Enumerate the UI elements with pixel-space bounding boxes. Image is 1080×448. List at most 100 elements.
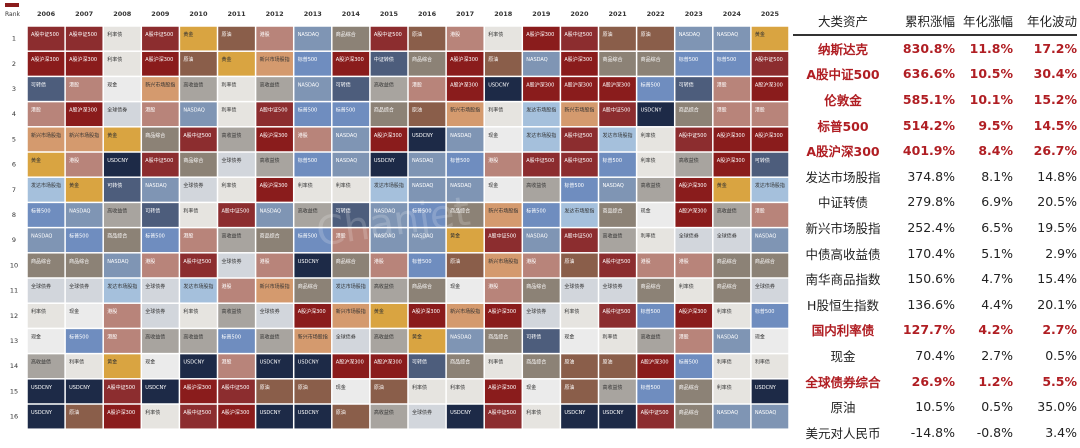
heatmap-cell-label: 利率债 bbox=[412, 384, 427, 391]
heatmap-cell-label: A股中证500 bbox=[488, 233, 516, 240]
annual-return: 6.5% bbox=[955, 214, 1013, 241]
heatmap-cell-label: 标普500 bbox=[679, 359, 699, 366]
heatmap-cell bbox=[256, 152, 293, 177]
asset-name: A股沪深300 bbox=[793, 137, 893, 164]
heatmap-cell-label: 原油 bbox=[222, 31, 232, 38]
heatmap-cell-label: 全球债券 bbox=[222, 258, 242, 265]
heatmap-cell-label: A股沪深300 bbox=[679, 207, 707, 214]
heatmap-cell-label: 港股 bbox=[222, 359, 232, 366]
heatmap-cell-label: 全球债券 bbox=[260, 308, 280, 315]
heatmap-cell-label: 现金 bbox=[641, 207, 651, 214]
heatmap-cell-label: NASDAQ bbox=[336, 158, 357, 164]
annual-volatility: 2.9% bbox=[1013, 240, 1077, 267]
heatmap-cell bbox=[408, 253, 446, 278]
heatmap-cell-label: 现金 bbox=[488, 132, 498, 139]
heatmap-cell-label: 港股 bbox=[717, 107, 727, 114]
heatmap-cell bbox=[256, 404, 293, 429]
heatmap-cell bbox=[180, 203, 217, 227]
cumulative-return: 514.2% bbox=[893, 112, 955, 139]
heatmap-cell bbox=[446, 177, 484, 202]
heatmap-cell-label: 现金 bbox=[145, 359, 155, 366]
rank-number: 7 bbox=[12, 186, 16, 194]
heatmap-cell bbox=[332, 102, 370, 127]
heatmap-cell bbox=[103, 379, 141, 404]
heatmap-cell-label: 标普500 bbox=[450, 157, 470, 164]
heatmap-cell-label: A股沪深300 bbox=[755, 132, 783, 139]
heatmap-cell-label: 利率债 bbox=[488, 31, 503, 38]
heatmap-cell bbox=[408, 354, 446, 379]
heatmap-cell bbox=[484, 152, 522, 177]
heatmap-cell-label: A股中证500 bbox=[641, 409, 669, 416]
year-header: 2010 bbox=[189, 10, 208, 18]
heatmap-cell bbox=[65, 127, 103, 152]
heatmap-cell bbox=[713, 203, 751, 227]
heatmap-cell bbox=[599, 379, 636, 404]
rank-number: 11 bbox=[10, 287, 18, 295]
heatmap-cell-label: 标普500 bbox=[564, 182, 584, 189]
heatmap-cell bbox=[65, 77, 103, 101]
heatmap-cell bbox=[294, 77, 332, 101]
asset-name: 全球债券综合 bbox=[793, 368, 893, 395]
heatmap-cell-label: 高收益债 bbox=[603, 384, 623, 391]
heatmap-cell bbox=[256, 354, 293, 379]
heatmap-cell bbox=[637, 379, 674, 404]
heatmap-cell bbox=[180, 404, 217, 429]
heatmap-cell-label: A股沪深300 bbox=[374, 359, 402, 366]
heatmap-cell bbox=[218, 329, 255, 353]
heatmap-cell bbox=[142, 228, 179, 253]
heatmap-cell-label: A股中证500 bbox=[374, 31, 402, 38]
cumulative-return: 585.1% bbox=[893, 86, 955, 113]
heatmap-cell-label: USDCNY bbox=[450, 410, 472, 416]
heatmap-cell-label: A股沪深300 bbox=[107, 409, 135, 416]
heatmap-cell bbox=[561, 177, 598, 202]
heatmap-cell bbox=[637, 278, 674, 303]
heatmap-cell-label: A股中证500 bbox=[183, 409, 211, 416]
heatmap-cell bbox=[27, 77, 65, 101]
heatmap-cell-label: A股中证500 bbox=[564, 157, 592, 164]
heatmap-cell-label: A股中证500 bbox=[31, 31, 59, 38]
heatmap-cell bbox=[370, 303, 408, 328]
heatmap-cell-label: 港股 bbox=[412, 81, 422, 88]
heatmap-cell bbox=[675, 102, 713, 127]
heatmap-cell-label: 商品综合 bbox=[69, 258, 89, 265]
heatmap-cell bbox=[408, 177, 446, 202]
heatmap-cell bbox=[103, 51, 141, 76]
heatmap-cell bbox=[446, 404, 484, 429]
heatmap-cell-label: NASDAQ bbox=[183, 108, 204, 114]
annual-volatility: 14.5% bbox=[1013, 112, 1077, 139]
heatmap-cell bbox=[713, 278, 751, 303]
heatmap-cell-label: 全球债券 bbox=[679, 233, 699, 240]
heatmap-cell bbox=[408, 228, 446, 253]
heatmap-cell bbox=[180, 127, 217, 152]
rank-number: 3 bbox=[12, 85, 16, 93]
heatmap-cell-label: 高收益债 bbox=[107, 207, 127, 214]
heatmap-cell-label: A股中证500 bbox=[222, 384, 250, 391]
heatmap-cell-label: 港股 bbox=[69, 81, 79, 88]
heatmap-cell-label: 港股 bbox=[107, 333, 117, 340]
heatmap-cell bbox=[294, 404, 332, 429]
heatmap-cell bbox=[599, 278, 636, 303]
cumulative-return: 26.9% bbox=[893, 368, 955, 395]
heatmap-cell-label: 原油 bbox=[412, 31, 422, 38]
heatmap-cell bbox=[484, 354, 522, 379]
heatmap-cell bbox=[103, 177, 141, 202]
heatmap-cell bbox=[675, 354, 713, 379]
heatmap-cell bbox=[256, 102, 293, 127]
heatmap-cell bbox=[65, 152, 103, 177]
heatmap-cell-label: A股沪深300 bbox=[641, 359, 669, 366]
heatmap-cell bbox=[218, 228, 255, 253]
heatmap-cell bbox=[713, 77, 751, 101]
asset-name: 现金 bbox=[793, 342, 893, 369]
heatmap-cell-label: A股沪深300 bbox=[260, 132, 288, 139]
rank-number: 12 bbox=[10, 312, 18, 320]
heatmap-cell-label: 商品综合 bbox=[603, 207, 623, 214]
heatmap-cell bbox=[561, 303, 598, 328]
heatmap-cell-label: A股沪深300 bbox=[755, 81, 783, 88]
heatmap-cell-label: 原油 bbox=[603, 359, 613, 366]
heatmap-cell-label: 原油 bbox=[336, 409, 346, 416]
rank-number: 4 bbox=[12, 110, 16, 118]
heatmap-cell bbox=[599, 177, 636, 202]
heatmap-cell-label: 利率债 bbox=[717, 359, 732, 366]
heatmap-cell-label: USDCNY bbox=[488, 82, 510, 88]
annual-return: 4.7% bbox=[955, 265, 1013, 292]
